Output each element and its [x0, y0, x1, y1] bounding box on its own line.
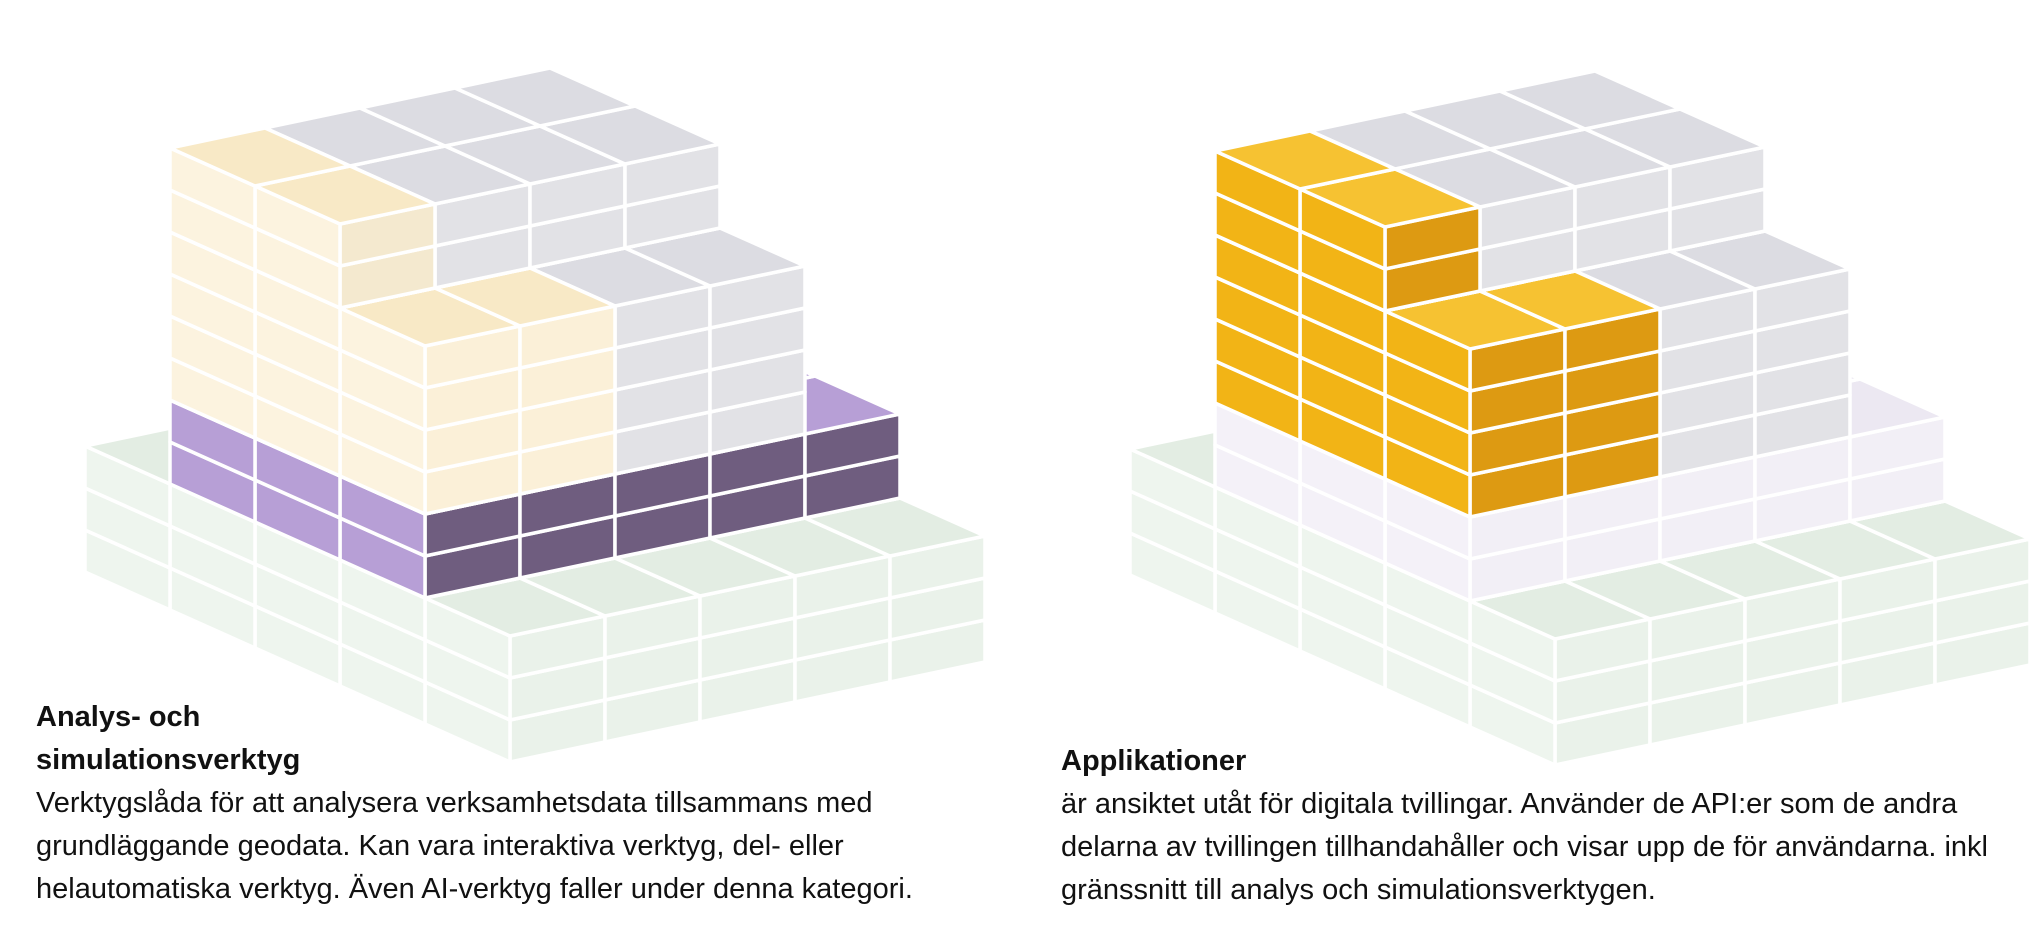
applications-layer-high-top-brick: [1213, 129, 1397, 191]
analysis-tools-title-line-2: simulationsverktyg: [36, 744, 301, 776]
applications-title-line-1: Applikationer: [1061, 745, 1247, 777]
analysis-tools-caption: Analys- och simulationsverktyg Verktygsl…: [36, 696, 1026, 911]
applications-title: Applikationer: [1061, 740, 2021, 783]
application-layer-high-top-brick: [168, 126, 352, 188]
analysis-tools-description: Verktygslåda för att analysera verksamhe…: [36, 787, 913, 905]
applications-description: är ansiktet utåt för digitala tvillingar…: [1061, 788, 1988, 906]
data-layer-top-top-brick: [453, 66, 637, 128]
data-layer-top-top-brick: [1498, 69, 1682, 131]
left-layer-stack: [83, 66, 987, 764]
analysis-tools-title-line-1: Analys- och: [36, 701, 201, 733]
analysis-tools-title: Analys- och simulationsverktyg: [36, 696, 1026, 782]
applications-caption: Applikationer är ansiktet utåt för digit…: [1061, 740, 2021, 912]
right-layer-stack: [1128, 69, 2032, 767]
